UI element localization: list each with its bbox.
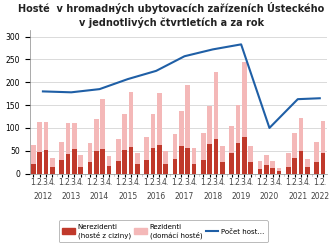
- Bar: [277, 168, 281, 171]
- Bar: [286, 153, 291, 167]
- Bar: [72, 149, 77, 174]
- Bar: [157, 145, 162, 174]
- Bar: [305, 167, 310, 174]
- Bar: [50, 167, 55, 174]
- Bar: [214, 72, 218, 139]
- Bar: [220, 146, 225, 162]
- Bar: [88, 162, 92, 174]
- Text: 2014: 2014: [90, 192, 109, 201]
- Bar: [242, 62, 247, 137]
- Text: 2020: 2020: [260, 192, 279, 201]
- Bar: [129, 147, 133, 174]
- Bar: [37, 123, 42, 152]
- Bar: [192, 163, 196, 174]
- Bar: [145, 137, 149, 160]
- Bar: [157, 93, 162, 145]
- Bar: [163, 151, 168, 164]
- Bar: [292, 132, 297, 158]
- Bar: [151, 149, 155, 174]
- Bar: [59, 142, 64, 160]
- Bar: [207, 106, 212, 144]
- Bar: [100, 99, 105, 149]
- Bar: [286, 167, 291, 174]
- Bar: [248, 162, 253, 174]
- Bar: [44, 123, 49, 150]
- Bar: [314, 142, 319, 162]
- Legend: Nerezidenti
(hosté z ciziny), Rezidenti
(domácí hosté), Počet host…: Nerezidenti (hosté z ciziny), Rezidenti …: [59, 220, 268, 242]
- Bar: [59, 160, 64, 174]
- Text: 2022: 2022: [310, 192, 329, 201]
- Bar: [94, 119, 99, 151]
- Text: v jednotlivých čtvrtletích a za rok: v jednotlivých čtvrtletích a za rok: [79, 17, 264, 28]
- Bar: [229, 153, 234, 174]
- Bar: [173, 159, 178, 174]
- Bar: [94, 151, 99, 174]
- Bar: [214, 139, 218, 174]
- Bar: [201, 132, 206, 160]
- Bar: [292, 158, 297, 174]
- Bar: [100, 149, 105, 174]
- Bar: [320, 121, 325, 153]
- Bar: [299, 118, 303, 151]
- Bar: [66, 123, 70, 155]
- Bar: [314, 162, 319, 174]
- Text: 2015: 2015: [118, 192, 138, 201]
- Bar: [264, 165, 269, 174]
- Bar: [129, 92, 133, 147]
- Bar: [122, 150, 127, 174]
- Bar: [185, 149, 190, 174]
- Bar: [66, 155, 70, 174]
- Bar: [78, 155, 83, 167]
- Bar: [179, 111, 184, 146]
- Bar: [173, 134, 178, 159]
- Bar: [44, 150, 49, 174]
- Bar: [135, 153, 140, 164]
- Text: 2012: 2012: [33, 192, 52, 201]
- Bar: [116, 139, 121, 161]
- Bar: [305, 158, 310, 167]
- Bar: [207, 144, 212, 174]
- Bar: [236, 105, 240, 143]
- Bar: [220, 162, 225, 174]
- Text: 2016: 2016: [147, 192, 166, 201]
- Bar: [145, 160, 149, 174]
- Text: 2019: 2019: [232, 192, 251, 201]
- Bar: [264, 155, 269, 165]
- Bar: [72, 123, 77, 149]
- Text: Hosté  v hromadнých ubytovacích zařízeních Ústeckého: Hosté v hromadнých ubytovacích zařízeníc…: [18, 2, 325, 14]
- Text: 2017: 2017: [175, 192, 194, 201]
- Bar: [248, 146, 253, 162]
- Bar: [258, 161, 262, 169]
- Text: 2021: 2021: [288, 192, 307, 201]
- Bar: [116, 161, 121, 174]
- Bar: [151, 114, 155, 149]
- Bar: [185, 85, 190, 149]
- Text: 2013: 2013: [62, 192, 81, 201]
- Bar: [135, 164, 140, 174]
- Bar: [192, 148, 196, 163]
- Bar: [179, 146, 184, 174]
- Text: 2018: 2018: [203, 192, 222, 201]
- Bar: [299, 151, 303, 174]
- Bar: [236, 143, 240, 174]
- Bar: [277, 171, 281, 174]
- Bar: [31, 145, 36, 164]
- Bar: [270, 168, 275, 174]
- Bar: [50, 158, 55, 167]
- Bar: [270, 161, 275, 168]
- Bar: [107, 166, 111, 174]
- Bar: [242, 137, 247, 174]
- Bar: [107, 156, 111, 166]
- Bar: [122, 114, 127, 150]
- Bar: [320, 153, 325, 174]
- Bar: [78, 167, 83, 174]
- Bar: [258, 169, 262, 174]
- Bar: [229, 126, 234, 153]
- Bar: [163, 164, 168, 174]
- Bar: [201, 160, 206, 174]
- Bar: [37, 152, 42, 174]
- Bar: [31, 164, 36, 174]
- Bar: [88, 143, 92, 162]
